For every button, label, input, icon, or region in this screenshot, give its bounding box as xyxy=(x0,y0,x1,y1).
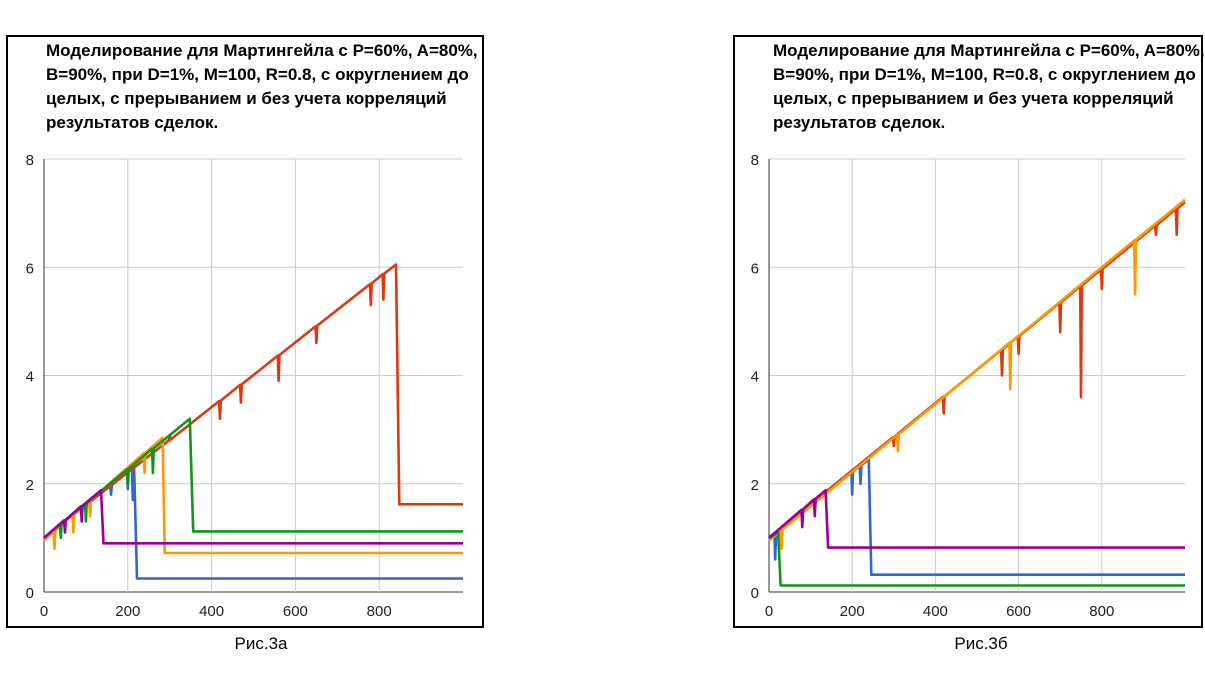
y-tick-label: 2 xyxy=(751,477,759,494)
series-line xyxy=(768,201,1186,539)
x-tick-label: 0 xyxy=(40,603,48,620)
x-tick-label: 800 xyxy=(1089,603,1114,620)
x-tick-label: 0 xyxy=(765,603,773,620)
x-tick-label: 200 xyxy=(840,603,865,620)
series-line xyxy=(768,198,1186,550)
figure-caption: Рис.3а xyxy=(234,634,288,653)
chart-panel-a: Моделирование для Мартингейла с P=60%, A… xyxy=(6,35,484,628)
y-tick-label: 0 xyxy=(26,585,34,602)
chart-title: Моделирование для Мартингейла с P=60%, A… xyxy=(46,41,478,132)
y-tick-label: 2 xyxy=(26,477,34,494)
x-tick-label: 400 xyxy=(923,603,948,620)
chart-plot: 0 2 4 6 8 0 200 400 600 800 xyxy=(26,152,463,620)
y-tick-label: 6 xyxy=(26,260,34,277)
series-line xyxy=(43,417,463,540)
chart-title: Моделирование для Мартингейла с P=60%, A… xyxy=(773,41,1205,132)
series-line xyxy=(768,458,1185,576)
y-tick-label: 4 xyxy=(26,369,34,386)
series-line xyxy=(768,531,1185,587)
series-line xyxy=(43,263,463,539)
series-line xyxy=(43,436,463,555)
series-line xyxy=(768,488,1185,549)
y-tick-label: 8 xyxy=(26,152,34,169)
y-tick-label: 6 xyxy=(751,260,759,277)
x-tick-label: 400 xyxy=(199,603,224,620)
x-tick-label: 600 xyxy=(283,603,308,620)
figure-caption: Рис.3б xyxy=(954,634,1008,653)
y-tick-label: 4 xyxy=(751,369,759,386)
series-line xyxy=(43,488,463,545)
y-tick-label: 0 xyxy=(751,585,759,602)
chart-panel-b: Моделирование для Мартингейла с P=60%, A… xyxy=(733,35,1205,628)
y-tick-label: 8 xyxy=(751,152,759,169)
x-tick-label: 600 xyxy=(1006,603,1031,620)
chart-plot: 0 2 4 6 8 0 200 400 600 800 xyxy=(751,152,1186,620)
x-tick-label: 800 xyxy=(367,603,392,620)
x-tick-label: 200 xyxy=(115,603,140,620)
